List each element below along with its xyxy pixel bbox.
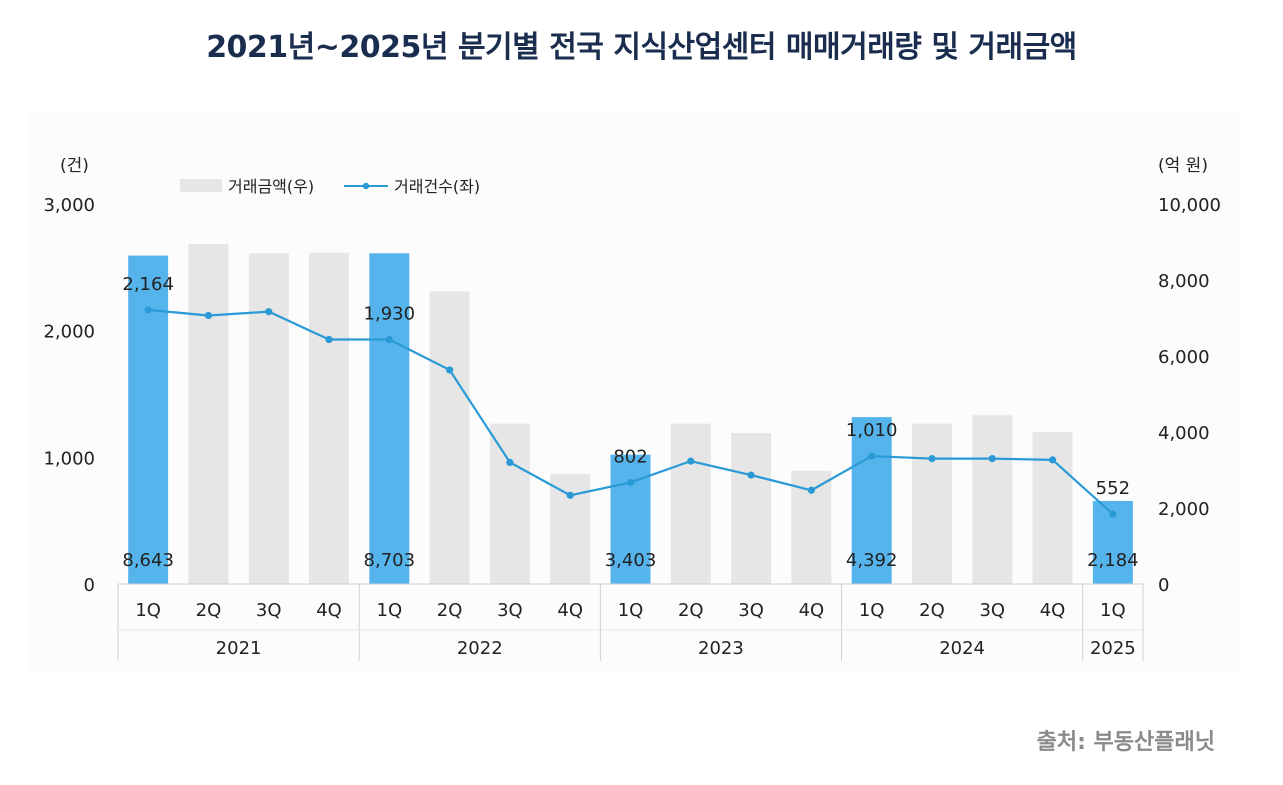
count-point: [446, 366, 454, 374]
amount-bar: [248, 253, 289, 584]
amount-bar: [128, 255, 169, 585]
count-point: [204, 311, 213, 320]
amount-data-label: 2,184: [1087, 550, 1139, 571]
count-point: [988, 455, 996, 463]
quarter-label: 2Q: [919, 600, 945, 621]
amount-data-label: 8,643: [122, 550, 174, 571]
amount-bar: [731, 433, 772, 584]
count-data-label: 1,930: [364, 304, 416, 325]
quarter-label: 4Q: [1040, 600, 1066, 621]
right-axis-unit: (억 원): [1158, 156, 1208, 176]
year-label: 2022: [457, 638, 503, 659]
legend-line-label: 거래건수(좌): [394, 177, 480, 196]
count-point: [385, 335, 393, 344]
left-tick-label: 1,000: [43, 448, 95, 469]
left-tick-label: 2,000: [43, 322, 95, 343]
year-label: 2024: [939, 638, 985, 659]
count-point: [1109, 510, 1117, 518]
amount-bar: [972, 415, 1013, 584]
year-label: 2023: [698, 638, 744, 659]
amount-bar: [851, 417, 892, 584]
quarter-label: 4Q: [316, 600, 342, 621]
count-data-label: 2,164: [122, 274, 174, 295]
count-point: [807, 486, 815, 494]
count-point: [144, 306, 152, 314]
quarter-label: 2Q: [678, 600, 704, 621]
quarter-label: 1Q: [618, 600, 644, 621]
legend-bar-label: 거래금액(우): [228, 177, 314, 196]
quarter-label: 4Q: [799, 600, 825, 621]
amount-data-label: 8,703: [364, 550, 416, 571]
year-label: 2025: [1090, 638, 1136, 659]
quarter-label: 1Q: [377, 600, 403, 621]
amount-bar: [369, 253, 410, 584]
quarter-label: 2Q: [196, 600, 222, 621]
quarter-label: 3Q: [738, 600, 764, 621]
quarter-label: 3Q: [979, 600, 1005, 621]
count-point: [566, 491, 574, 499]
legend-bar-swatch: [180, 179, 222, 192]
count-data-label: 1,010: [846, 420, 898, 441]
year-label: 2021: [216, 638, 262, 659]
count-point: [687, 457, 695, 465]
quarter-label: 1Q: [1100, 600, 1126, 621]
amount-bar: [550, 473, 591, 584]
count-point: [868, 452, 876, 460]
quarter-label: 4Q: [557, 600, 583, 621]
amount-bar: [429, 291, 470, 584]
amount-data-label: 4,392: [846, 550, 898, 571]
right-tick-label: 10,000: [1158, 195, 1221, 216]
amount-bar: [309, 252, 350, 584]
quarter-label: 1Q: [135, 600, 161, 621]
amount-bar: [1032, 432, 1073, 584]
right-tick-label: 6,000: [1158, 347, 1210, 368]
left-tick-label: 3,000: [43, 195, 95, 216]
count-point: [928, 455, 936, 463]
count-point: [325, 335, 333, 344]
count-point: [747, 471, 755, 479]
source-note: 출처: 부동산플래닛: [1036, 730, 1215, 755]
left-axis-unit: (건): [60, 156, 89, 176]
amount-bar: [610, 454, 651, 584]
amount-bar: [489, 423, 530, 584]
right-tick-label: 2,000: [1158, 499, 1210, 520]
quarter-label: 3Q: [497, 600, 523, 621]
quarter-label: 2Q: [437, 600, 463, 621]
amount-bar: [670, 423, 711, 584]
quarter-label: 1Q: [859, 600, 885, 621]
amount-bar: [911, 423, 952, 584]
amount-data-label: 3,403: [605, 550, 657, 571]
quarter-label: 3Q: [256, 600, 282, 621]
count-data-label: 802: [613, 446, 647, 467]
right-tick-label: 4,000: [1158, 423, 1210, 444]
right-tick-label: 0: [1158, 575, 1169, 596]
legend-line-marker: [362, 182, 370, 190]
amount-bar: [188, 243, 229, 584]
count-point: [626, 478, 635, 487]
count-point: [1048, 456, 1057, 464]
left-tick-label: 0: [84, 575, 95, 596]
count-data-label: 552: [1096, 478, 1130, 499]
count-point: [506, 458, 514, 466]
count-point: [265, 308, 273, 316]
chart-title: 2021년~2025년 분기별 전국 지식산업센터 매매거래량 및 거래금액: [206, 30, 1077, 65]
right-tick-label: 8,000: [1158, 271, 1210, 292]
